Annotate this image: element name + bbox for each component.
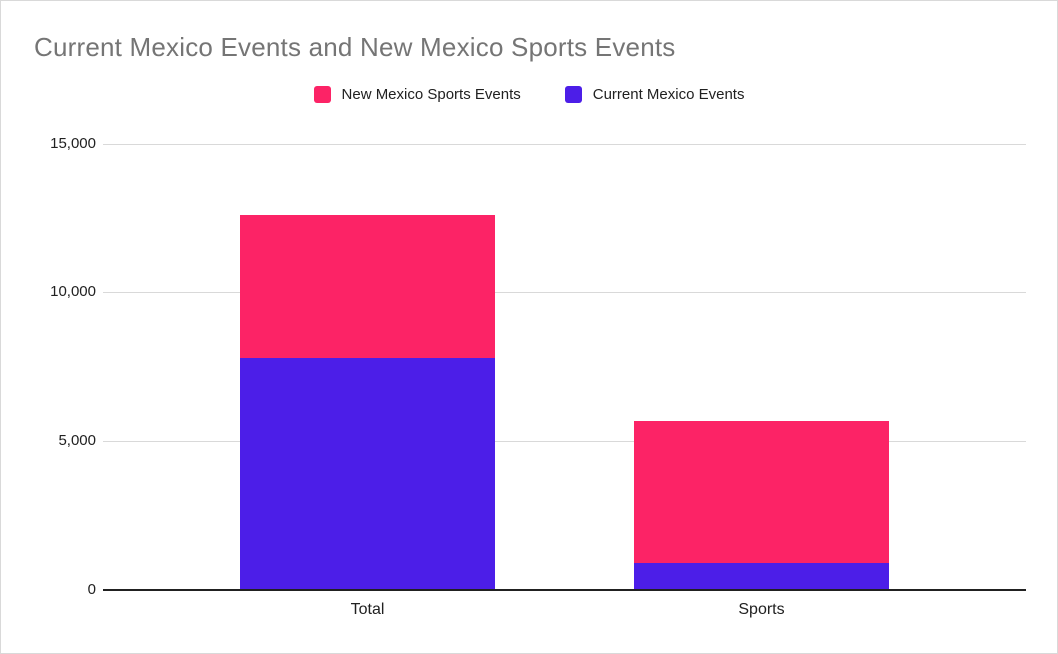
gridline-10000 [103,292,1026,293]
bar-sports[interactable] [634,420,889,590]
legend-item-new-mexico-sports-events[interactable]: New Mexico Sports Events [313,86,521,103]
legend-swatch-current-mexico-events-icon [564,86,582,103]
x-axis-label-sports: Sports [738,601,785,618]
bar-segment-sports-new[interactable] [634,420,889,564]
bar-segment-total-new[interactable] [240,215,495,359]
y-axis-tick-10000: 10,000 [50,283,96,300]
chart-title: Current Mexico Events and New Mexico Spo… [34,32,676,62]
gridline-15000 [103,144,1026,145]
gridline-5000 [103,441,1026,442]
legend-label-new-mexico-sports-events: New Mexico Sports Events [341,86,521,103]
y-axis-tick-0: 0 [87,581,96,598]
y-axis-tick-15000: 15,000 [50,135,96,152]
plot-area [103,144,1026,591]
x-axis-line [103,589,1026,591]
x-axis-label-total: Total [350,601,385,618]
y-axis-tick-5000: 5,000 [58,432,96,449]
bar-segment-total-current[interactable] [240,358,495,590]
bar-segment-sports-current[interactable] [634,563,889,590]
bar-total[interactable] [240,215,495,590]
legend-label-current-mexico-events: Current Mexico Events [592,86,745,103]
legend-item-current-mexico-events[interactable]: Current Mexico Events [564,86,745,103]
legend: New Mexico Sports Events Current Mexico … [1,86,1057,103]
legend-swatch-new-mexico-sports-events-icon [313,86,331,103]
